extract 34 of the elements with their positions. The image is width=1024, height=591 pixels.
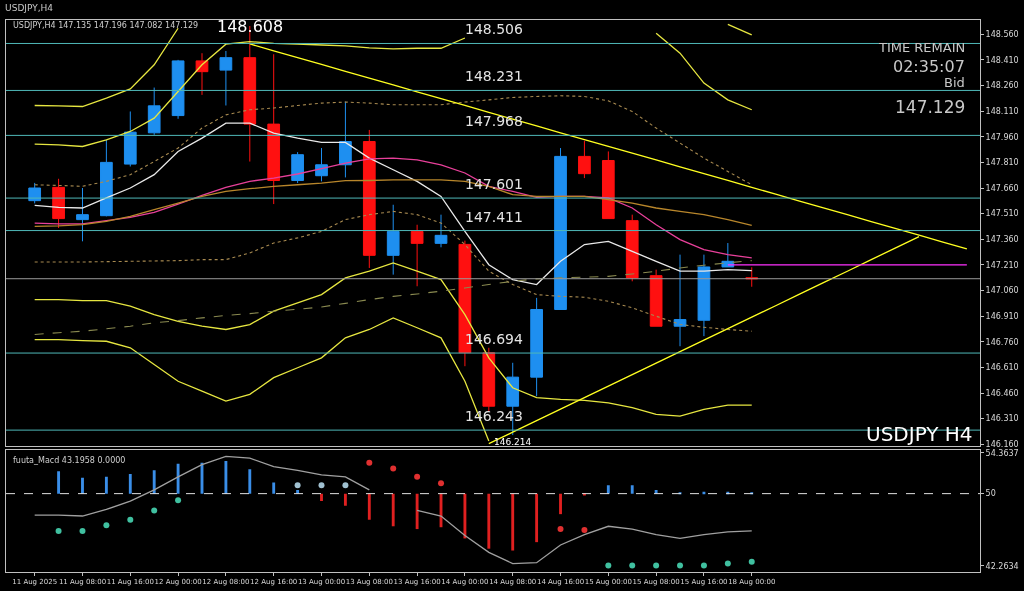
annotation: 147.129 — [895, 97, 966, 117]
y-tick-label: 148.110 — [985, 106, 1019, 116]
y-tick-label: 147.510 — [985, 209, 1019, 219]
y-tick-label: 148.260 — [985, 81, 1019, 91]
y-tick-label: 42.2634 — [985, 561, 1019, 571]
y-tick-label: 148.560 — [985, 30, 1019, 40]
y-tick-label: 148.410 — [985, 55, 1019, 65]
ref-line-label: 148.506 — [465, 21, 523, 37]
ref-line-label: 148.231 — [465, 68, 523, 84]
y-tick-label: 146.310 — [985, 414, 1019, 424]
y-tick-label: 147.810 — [985, 158, 1019, 168]
y-tick-label: 147.360 — [985, 235, 1019, 245]
y-tick-label: 54.3637 — [985, 448, 1019, 458]
y-tick-label: 146.760 — [985, 337, 1019, 347]
ref-line-label: 147.411 — [465, 209, 523, 225]
annotation: TIME REMAIN — [878, 40, 966, 55]
y-tick-label: 147.060 — [985, 286, 1019, 296]
y-tick-label: 146.460 — [985, 388, 1019, 398]
annotation: USDJPY H4 — [866, 422, 973, 446]
annotation: 148.608 — [217, 17, 284, 36]
y-tick-label: 147.210 — [985, 260, 1019, 270]
annotation: 02:35:07 — [893, 57, 965, 76]
y-tick-label: 146.610 — [985, 363, 1019, 373]
y-tick-label: 147.960 — [985, 132, 1019, 142]
annotation: fuuta_Macd 43.1958 0.0000 — [13, 456, 126, 465]
y-tick-label: 147.660 — [985, 183, 1019, 193]
y-tick-label: 146.160 — [985, 440, 1019, 450]
ref-line-label: 147.968 — [465, 113, 523, 129]
y-tick-label: 146.910 — [985, 311, 1019, 321]
annotation: 146.214 — [494, 437, 532, 447]
y-tick-label: 50 — [985, 489, 996, 499]
annotation: USDJPY,H4 147.135 147.196 147.082 147.129 — [13, 21, 199, 30]
chart-title: USDJPY,H4 — [5, 3, 54, 14]
annotation: Bid — [944, 75, 965, 90]
